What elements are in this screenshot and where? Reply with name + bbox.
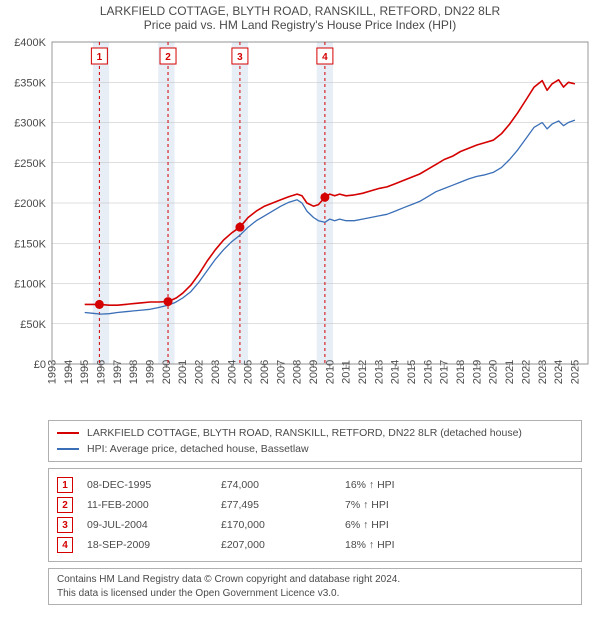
svg-text:2009: 2009 bbox=[308, 360, 320, 384]
row-marker: 2 bbox=[57, 497, 73, 513]
footer: Contains HM Land Registry data © Crown c… bbox=[48, 568, 582, 605]
table-row: 1 08-DEC-1995 £74,000 16% ↑ HPI bbox=[57, 475, 573, 495]
svg-text:2017: 2017 bbox=[439, 360, 451, 384]
svg-text:2010: 2010 bbox=[324, 360, 336, 384]
row-price: £77,495 bbox=[221, 499, 331, 511]
footer-line-2: This data is licensed under the Open Gov… bbox=[57, 587, 573, 601]
svg-text:2003: 2003 bbox=[210, 360, 222, 384]
titles: LARKFIELD COTTAGE, BLYTH ROAD, RANSKILL,… bbox=[0, 0, 600, 34]
legend: LARKFIELD COTTAGE, BLYTH ROAD, RANSKILL,… bbox=[48, 420, 582, 462]
svg-text:2018: 2018 bbox=[455, 360, 467, 384]
svg-text:2016: 2016 bbox=[422, 360, 434, 384]
title-line-2: Price paid vs. HM Land Registry's House … bbox=[8, 18, 592, 32]
line-chart: £0 £50K £100K £150K £200K £250K £300K £350K £400… bbox=[0, 34, 600, 414]
footer-line-1: Contains HM Land Registry data © Crown c… bbox=[57, 573, 573, 587]
row-price: £74,000 bbox=[221, 479, 331, 491]
svg-text:£50K: £50K bbox=[20, 319, 46, 331]
svg-text:2012: 2012 bbox=[357, 360, 369, 384]
table-row: 3 09-JUL-2004 £170,000 6% ↑ HPI bbox=[57, 515, 573, 535]
svg-text:2001: 2001 bbox=[177, 360, 189, 384]
transactions-table: 1 08-DEC-1995 £74,000 16% ↑ HPI 2 11-FEB-2000… bbox=[48, 468, 582, 562]
svg-text:£150K: £150K bbox=[14, 238, 46, 250]
svg-text:2007: 2007 bbox=[275, 360, 287, 384]
svg-text:£0: £0 bbox=[34, 359, 46, 371]
svg-text:£200K: £200K bbox=[14, 198, 46, 210]
svg-text:2015: 2015 bbox=[406, 360, 418, 384]
svg-text:1999: 1999 bbox=[145, 360, 157, 384]
legend-row: HPI: Average price, detached house, Bass… bbox=[57, 441, 573, 457]
svg-text:£100K: £100K bbox=[14, 279, 46, 291]
svg-text:1998: 1998 bbox=[128, 360, 140, 384]
table-row: 2 11-FEB-2000 £77,495 7% ↑ HPI bbox=[57, 495, 573, 515]
svg-text:2013: 2013 bbox=[373, 360, 385, 384]
svg-text:1995: 1995 bbox=[79, 360, 91, 384]
chart-container: LARKFIELD COTTAGE, BLYTH ROAD, RANSKILL,… bbox=[0, 0, 600, 605]
svg-text:2024: 2024 bbox=[553, 360, 565, 384]
row-marker: 1 bbox=[57, 477, 73, 493]
legend-label: LARKFIELD COTTAGE, BLYTH ROAD, RANSKILL,… bbox=[87, 427, 522, 439]
svg-text:£400K: £400K bbox=[14, 37, 46, 49]
svg-text:2019: 2019 bbox=[471, 360, 483, 384]
table-row: 4 18-SEP-2009 £207,000 18% ↑ HPI bbox=[57, 535, 573, 555]
svg-text:2022: 2022 bbox=[520, 360, 532, 384]
svg-text:1997: 1997 bbox=[112, 360, 124, 384]
svg-text:£350K: £350K bbox=[14, 77, 46, 89]
chart-area: £0 £50K £100K £150K £200K £250K £300K £350K £400… bbox=[0, 34, 600, 414]
svg-text:3: 3 bbox=[237, 52, 243, 63]
svg-text:1996: 1996 bbox=[96, 360, 108, 384]
row-date: 18-SEP-2009 bbox=[87, 539, 207, 551]
svg-text:2023: 2023 bbox=[537, 360, 549, 384]
row-marker: 4 bbox=[57, 537, 73, 553]
legend-swatch bbox=[57, 432, 79, 434]
legend-label: HPI: Average price, detached house, Bass… bbox=[87, 443, 309, 455]
svg-text:£250K: £250K bbox=[14, 158, 46, 170]
svg-text:2008: 2008 bbox=[292, 360, 304, 384]
svg-text:1994: 1994 bbox=[63, 360, 75, 384]
svg-text:4: 4 bbox=[322, 52, 328, 63]
svg-text:2006: 2006 bbox=[259, 360, 271, 384]
row-diff: 6% ↑ HPI bbox=[345, 519, 455, 531]
svg-text:2004: 2004 bbox=[226, 360, 238, 384]
row-date: 08-DEC-1995 bbox=[87, 479, 207, 491]
row-date: 11-FEB-2000 bbox=[87, 499, 207, 511]
title-line-1: LARKFIELD COTTAGE, BLYTH ROAD, RANSKILL,… bbox=[8, 4, 592, 18]
legend-row: LARKFIELD COTTAGE, BLYTH ROAD, RANSKILL,… bbox=[57, 425, 573, 441]
row-diff: 7% ↑ HPI bbox=[345, 499, 455, 511]
row-date: 09-JUL-2004 bbox=[87, 519, 207, 531]
svg-text:2020: 2020 bbox=[488, 360, 500, 384]
row-price: £170,000 bbox=[221, 519, 331, 531]
svg-text:2021: 2021 bbox=[504, 360, 516, 384]
legend-swatch bbox=[57, 448, 79, 450]
row-marker: 3 bbox=[57, 517, 73, 533]
svg-text:2000: 2000 bbox=[161, 360, 173, 384]
svg-text:2005: 2005 bbox=[243, 360, 255, 384]
svg-text:1993: 1993 bbox=[47, 360, 59, 384]
svg-text:1: 1 bbox=[97, 52, 103, 63]
svg-text:2025: 2025 bbox=[569, 360, 581, 384]
svg-text:£300K: £300K bbox=[14, 118, 46, 130]
row-price: £207,000 bbox=[221, 539, 331, 551]
svg-text:2002: 2002 bbox=[194, 360, 206, 384]
row-diff: 16% ↑ HPI bbox=[345, 479, 455, 491]
svg-text:2014: 2014 bbox=[390, 360, 402, 384]
row-diff: 18% ↑ HPI bbox=[345, 539, 455, 551]
svg-text:2: 2 bbox=[165, 52, 171, 63]
